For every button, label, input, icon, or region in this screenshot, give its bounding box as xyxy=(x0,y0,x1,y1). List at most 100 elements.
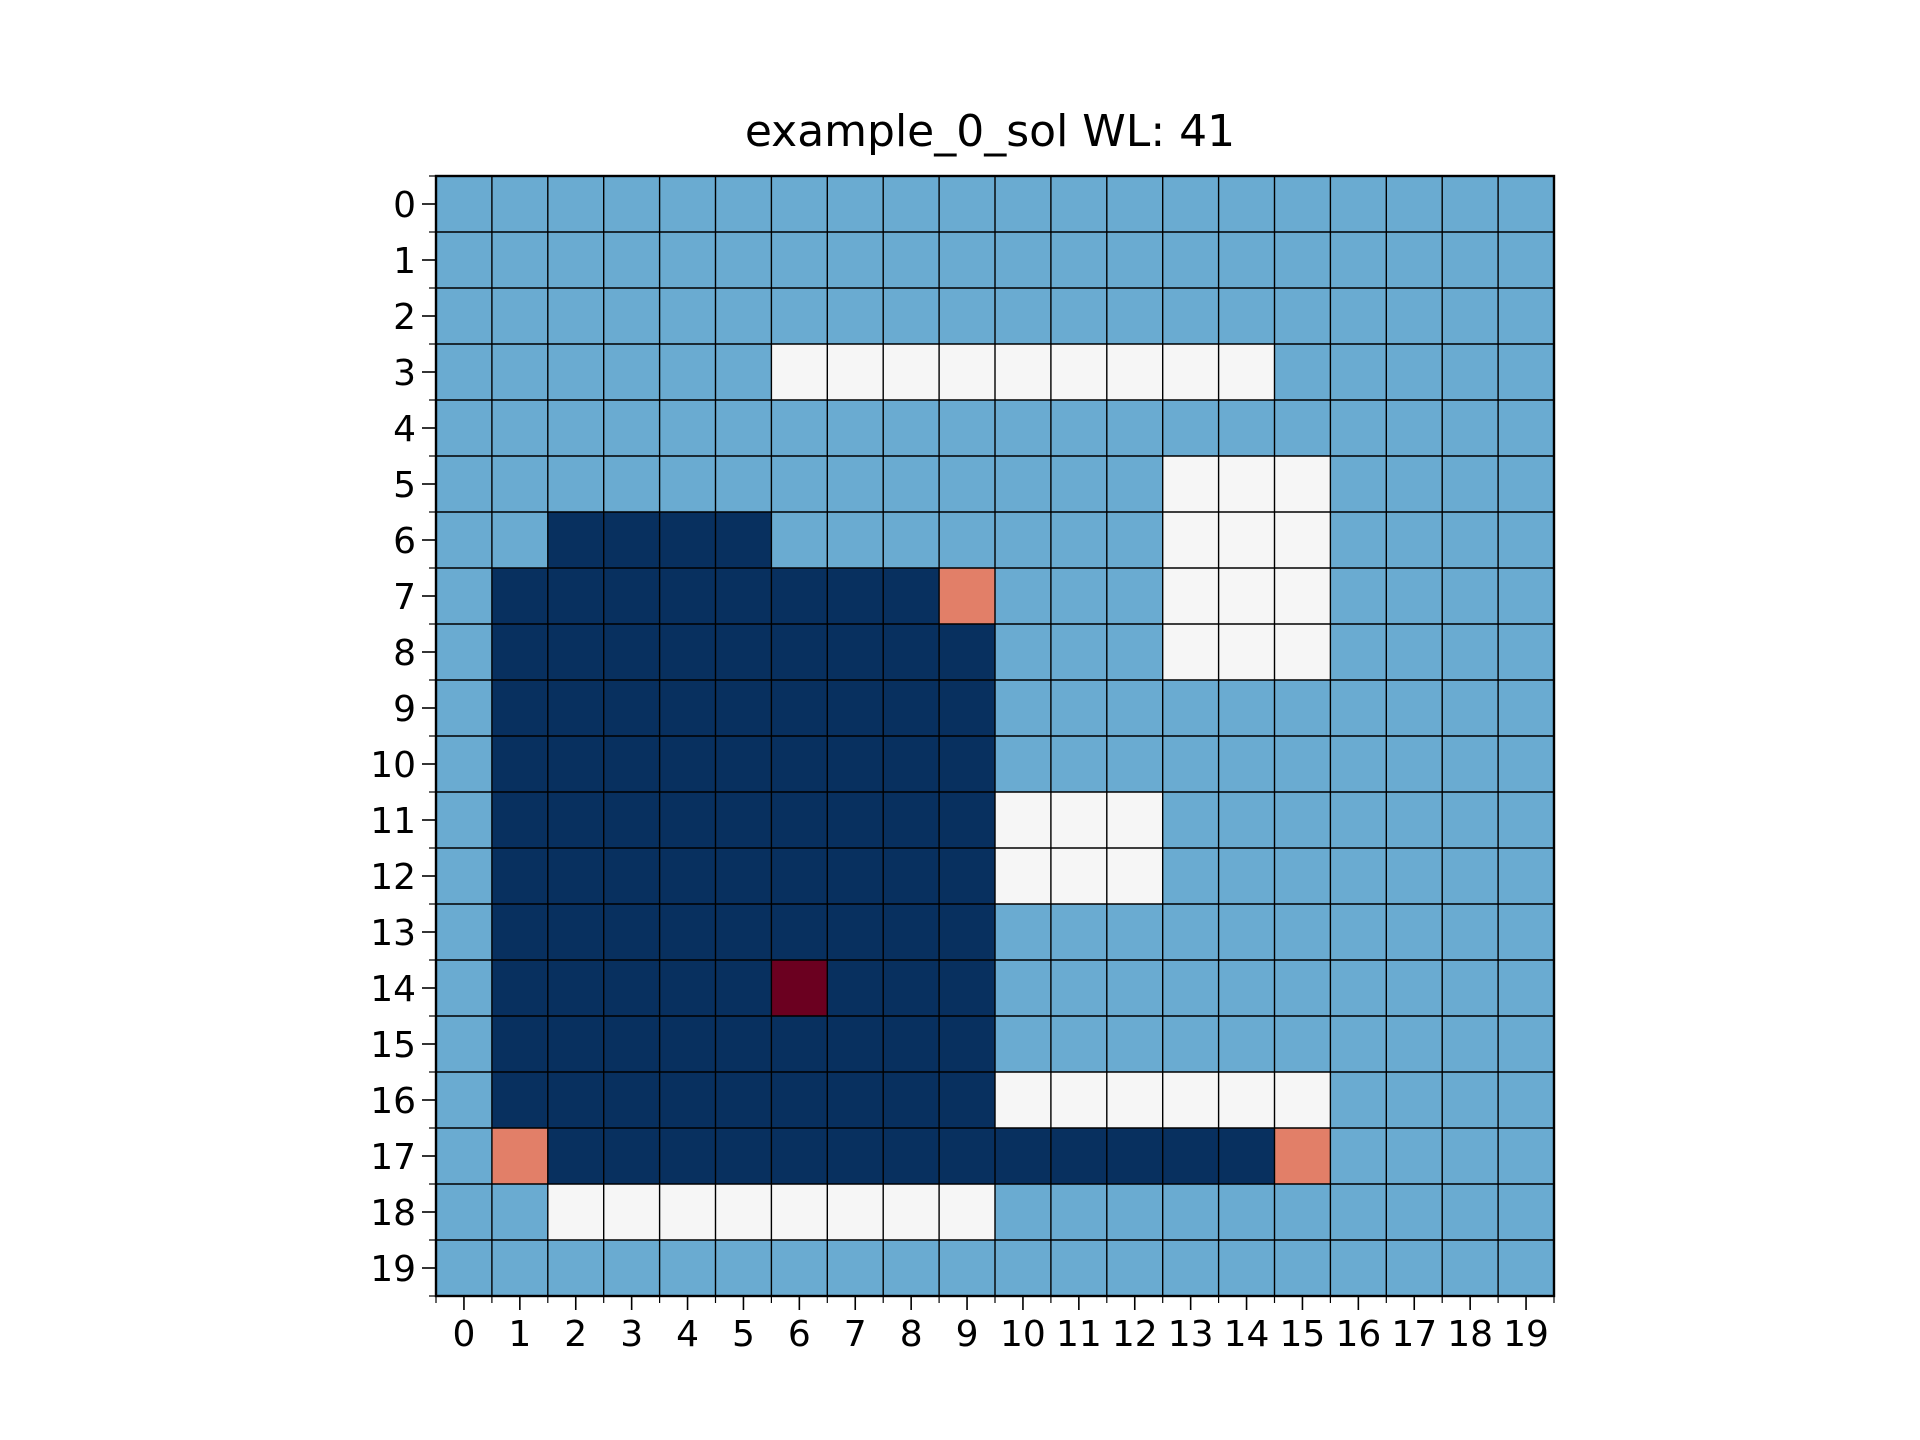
heatmap-cell xyxy=(715,568,772,625)
heatmap-cell xyxy=(771,848,828,905)
heatmap-cell xyxy=(1330,848,1387,905)
heatmap-cell xyxy=(1330,288,1387,345)
heatmap-cell xyxy=(1386,1072,1443,1129)
heatmap-cell xyxy=(1442,1072,1499,1129)
heatmap-cell xyxy=(1274,1016,1331,1073)
heatmap-cell xyxy=(659,736,716,793)
heatmap-cell xyxy=(771,400,828,457)
heatmap-cell xyxy=(1498,1072,1555,1129)
heatmap-cell xyxy=(1274,176,1331,233)
heatmap-cell xyxy=(939,848,996,905)
y-tick-label: 15 xyxy=(370,1025,416,1066)
heatmap-cell xyxy=(1218,736,1275,793)
x-tick-label: 6 xyxy=(788,1314,811,1355)
heatmap-cell xyxy=(771,1128,828,1185)
heatmap-cell xyxy=(1330,1128,1387,1185)
heatmap-cells xyxy=(436,176,1555,1297)
heatmap-cell xyxy=(1498,568,1555,625)
heatmap-cell xyxy=(827,1072,884,1129)
y-tick-label: 16 xyxy=(370,1081,416,1122)
heatmap-cell xyxy=(995,400,1052,457)
heatmap-cell xyxy=(995,680,1052,737)
heatmap-cell xyxy=(659,904,716,961)
heatmap-cell xyxy=(436,624,493,681)
heatmap-cell xyxy=(547,1240,605,1297)
heatmap-cell xyxy=(1162,792,1220,849)
heatmap-cell xyxy=(939,400,996,457)
heatmap-cell xyxy=(1330,792,1387,849)
heatmap-cell xyxy=(995,1016,1052,1073)
heatmap-cell xyxy=(491,512,549,569)
heatmap-cell xyxy=(939,904,996,961)
heatmap-cell xyxy=(491,960,549,1017)
heatmap-cell xyxy=(939,1072,996,1129)
heatmap-cell xyxy=(436,736,493,793)
heatmap-cell xyxy=(1050,736,1108,793)
heatmap-cell xyxy=(883,456,940,513)
heatmap-cell xyxy=(603,568,661,625)
heatmap-cell xyxy=(995,568,1052,625)
heatmap-cell xyxy=(1442,400,1499,457)
heatmap-cell xyxy=(1106,1128,1164,1185)
plot-frame xyxy=(434,174,1556,1298)
heatmap-cell xyxy=(827,624,884,681)
heatmap-cell xyxy=(1274,400,1331,457)
heatmap-cell xyxy=(715,288,772,345)
heatmap-cell xyxy=(603,344,661,401)
heatmap-cell xyxy=(1330,1016,1387,1073)
heatmap-cell xyxy=(1330,904,1387,961)
heatmap-cell xyxy=(715,1128,772,1185)
heatmap-cell xyxy=(659,1184,716,1241)
heatmap-cell xyxy=(1050,1016,1108,1073)
heatmap-cell xyxy=(715,232,772,289)
heatmap-cell xyxy=(1106,848,1164,905)
heatmap-cell xyxy=(603,1072,661,1129)
heatmap-cell xyxy=(436,680,493,737)
heatmap-cell xyxy=(827,848,884,905)
heatmap-cell xyxy=(659,1072,716,1129)
heatmap-cell xyxy=(1330,176,1387,233)
x-tick-label: 10 xyxy=(1000,1314,1046,1355)
heatmap-cell xyxy=(1386,1128,1443,1185)
heatmap-cell xyxy=(1330,1184,1387,1241)
heatmap-cell xyxy=(1050,288,1108,345)
heatmap-cell xyxy=(659,456,716,513)
heatmap-cell xyxy=(883,1072,940,1129)
x-tick-label: 18 xyxy=(1447,1314,1493,1355)
heatmap-cell xyxy=(715,960,772,1017)
heatmap-cell xyxy=(491,848,549,905)
heatmap-cell xyxy=(659,792,716,849)
heatmap-cell xyxy=(436,1016,493,1073)
heatmap-cell xyxy=(1218,624,1275,681)
heatmap-cell xyxy=(1050,680,1108,737)
heatmap-cell xyxy=(1442,232,1499,289)
heatmap-cell xyxy=(827,1128,884,1185)
heatmap-cell xyxy=(883,568,940,625)
heatmap-cell xyxy=(1218,288,1275,345)
heatmap-cell xyxy=(1274,792,1331,849)
heatmap-cell xyxy=(491,568,549,625)
heatmap-cell xyxy=(1050,960,1108,1017)
heatmap-cell xyxy=(771,736,828,793)
x-tick-label: 11 xyxy=(1056,1314,1102,1355)
heatmap-cell xyxy=(1442,512,1499,569)
heatmap-cell xyxy=(1386,176,1443,233)
heatmap-cell xyxy=(1498,960,1555,1017)
heatmap-cell xyxy=(1498,288,1555,345)
heatmap-cell xyxy=(1442,904,1499,961)
heatmap-cell xyxy=(939,568,996,625)
heatmap-cell xyxy=(659,680,716,737)
heatmap-cell xyxy=(715,1184,772,1241)
heatmap-cell xyxy=(491,288,549,345)
heatmap-cell xyxy=(659,176,716,233)
heatmap-cell xyxy=(1106,1240,1164,1297)
heatmap-cell xyxy=(603,288,661,345)
heatmap-cell xyxy=(715,1016,772,1073)
heatmap-cell xyxy=(1162,400,1220,457)
y-tick-label: 10 xyxy=(370,745,416,786)
heatmap-cell xyxy=(1218,176,1275,233)
heatmap-cell xyxy=(771,680,828,737)
heatmap-cell xyxy=(939,624,996,681)
heatmap-cell xyxy=(995,736,1052,793)
heatmap-cell xyxy=(995,232,1052,289)
